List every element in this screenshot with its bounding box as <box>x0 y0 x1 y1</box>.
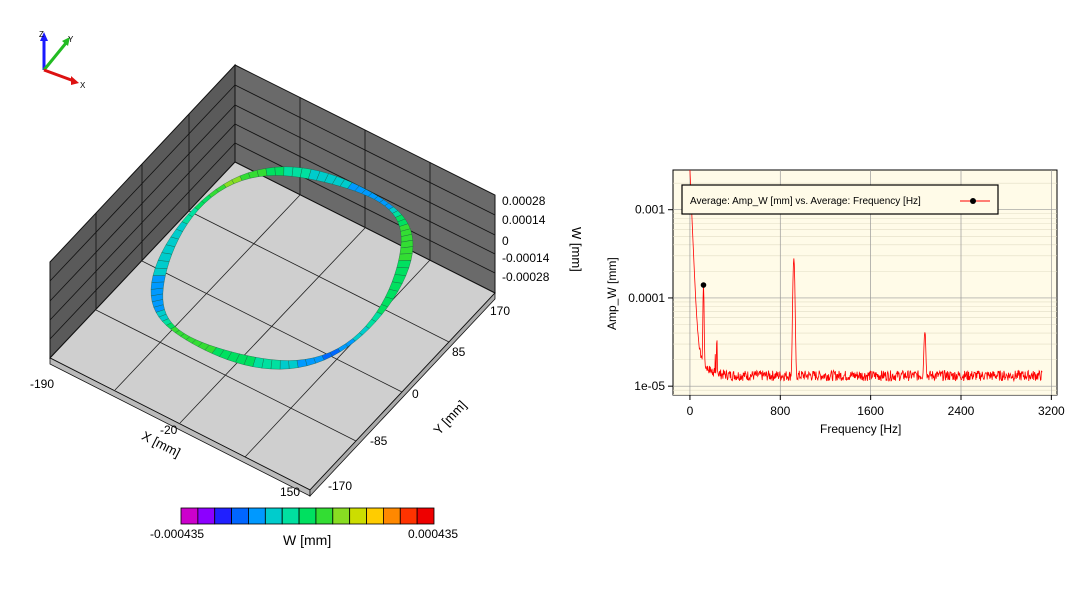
y-tick-2: 0 <box>412 387 419 401</box>
colorbar <box>180 507 435 525</box>
x-tick-label-0: 0 <box>687 404 694 418</box>
x-tick-label-4: 3200 <box>1038 404 1065 418</box>
legend: Average: Amp_W [mm] vs. Average: Frequen… <box>681 184 999 215</box>
x-axis-title: Frequency [Hz] <box>820 422 901 436</box>
series-line <box>689 169 1043 383</box>
w-tick-2: 0 <box>502 234 509 248</box>
x-tick-1: -20 <box>160 423 178 437</box>
triad-x-label: X <box>80 81 86 90</box>
y-tick-3: -85 <box>370 434 388 448</box>
y-tick-4: -170 <box>328 479 352 493</box>
floor-grid <box>95 194 450 458</box>
colorbar-title: W [mm] <box>283 532 331 548</box>
deformation-ring <box>150 166 414 370</box>
3d-surface-plot: W [mm] 0.00028 0.00014 0 -0.00014 -0.000… <box>30 63 584 548</box>
peak-marker <box>700 282 707 288</box>
x-tick-label-3: 2400 <box>948 404 975 418</box>
colorbar-max-label: 0.000435 <box>408 527 458 541</box>
x-tick-label-2: 1600 <box>857 404 884 418</box>
x-axis-arrow <box>43 68 75 83</box>
w-tick-1: 0.00014 <box>502 213 546 227</box>
w-tick-4: -0.00028 <box>502 270 550 284</box>
colorbar-swatch <box>416 507 435 525</box>
y-tick-1: 85 <box>452 345 466 359</box>
x-tick-2: 150 <box>280 485 300 499</box>
axis-ticks: 0 800 1600 2400 3200 0.001 0.0001 1e-05 <box>628 203 1065 418</box>
w-axis-title: W [mm] <box>569 227 584 272</box>
y-tick-label-1: 0.0001 <box>628 291 665 305</box>
triad-z-label: Z <box>39 30 44 39</box>
w-tick-3: -0.00014 <box>502 251 550 265</box>
w-tick-0: 0.00028 <box>502 194 546 208</box>
x-tick-label-1: 800 <box>770 404 790 418</box>
y-tick-label-0: 0.001 <box>635 203 665 217</box>
legend-swatch-marker <box>970 198 976 204</box>
y-tick-0: 170 <box>490 304 510 318</box>
legend-box <box>681 184 999 215</box>
x-tick-0: -190 <box>30 377 54 391</box>
ring-segment <box>397 218 409 227</box>
y-axis-title: Amp_W [mm] <box>605 257 619 330</box>
triad-y-label: Y <box>68 35 74 44</box>
axis-triad: Z Y X <box>39 30 86 90</box>
colorbar-min-label: -0.000435 <box>150 527 204 541</box>
y-tick-label-2: 1e-05 <box>634 379 665 393</box>
y-axis-arrow <box>42 42 68 71</box>
legend-label: Average: Amp_W [mm] vs. Average: Frequen… <box>690 196 921 207</box>
